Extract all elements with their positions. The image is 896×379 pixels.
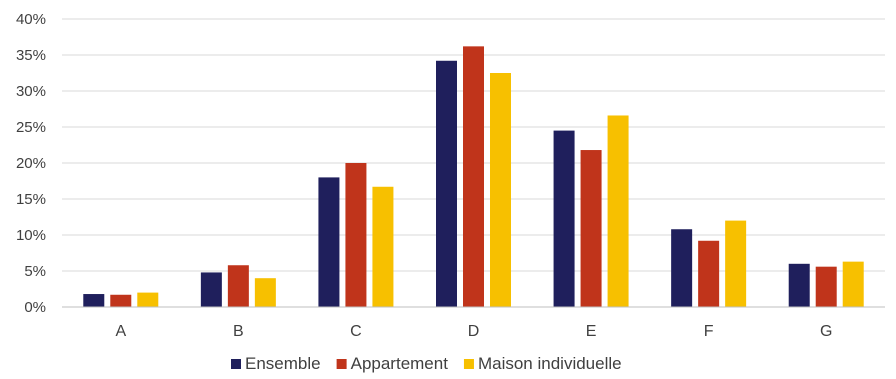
legend-label: Ensemble	[245, 354, 321, 373]
y-tick-label: 25%	[16, 119, 46, 136]
bar-f-series-1	[671, 229, 693, 307]
bar-g-series-1	[788, 263, 810, 307]
bar-c-series-2	[345, 163, 367, 307]
bar-d-series-2	[463, 46, 484, 308]
bar-g-series-3	[842, 261, 864, 307]
bar-b-series-2	[227, 265, 249, 307]
bar-d-series-3	[490, 73, 511, 307]
bar-c-series-3	[372, 186, 394, 307]
bar-f-series-3	[725, 220, 747, 307]
legend-label: Appartement	[351, 354, 449, 373]
bar-e-series-3	[607, 115, 629, 307]
y-tick-label: 0%	[24, 299, 46, 316]
x-tick-label: F	[704, 323, 714, 340]
x-tick-label: B	[233, 323, 244, 340]
bar-b-series-3	[254, 278, 276, 307]
y-tick-label: 10%	[16, 227, 46, 244]
y-tick-label: 15%	[16, 191, 46, 208]
bar-a-series-1	[83, 294, 105, 307]
bar-f-series-2	[698, 240, 720, 307]
y-tick-label: 20%	[16, 155, 46, 172]
bar-a-series-2	[110, 294, 132, 307]
y-axis-ticks: 0% 5% 10% 15% 20% 25% 30% 35% 40%	[16, 11, 46, 316]
x-tick-label: D	[468, 323, 480, 340]
y-tick-label: 30%	[16, 83, 46, 100]
y-tick-label: 5%	[24, 263, 46, 280]
bar-b-series-1	[200, 272, 222, 307]
legend-swatch	[336, 359, 347, 369]
bar-d-series-1	[436, 60, 457, 308]
legend: Ensemble Appartement Maison individuelle	[231, 354, 622, 373]
x-tick-label: E	[586, 323, 597, 340]
x-tick-label: A	[115, 323, 126, 340]
y-tick-label: 40%	[16, 11, 46, 28]
bar-e-series-1	[553, 130, 575, 307]
x-tick-label: C	[350, 323, 362, 340]
bar-a-series-3	[137, 292, 159, 307]
bar-g-series-2	[815, 266, 837, 307]
legend-swatch	[463, 359, 474, 369]
legend-swatch	[231, 359, 241, 369]
y-tick-label: 35%	[16, 47, 46, 64]
x-axis: A B C D E F G	[62, 306, 885, 340]
x-tick-label: G	[820, 323, 832, 340]
legend-label: Maison individuelle	[478, 354, 622, 373]
bar-c-series-1	[318, 177, 340, 307]
bar-e-series-2	[580, 150, 602, 307]
bars	[83, 46, 864, 308]
